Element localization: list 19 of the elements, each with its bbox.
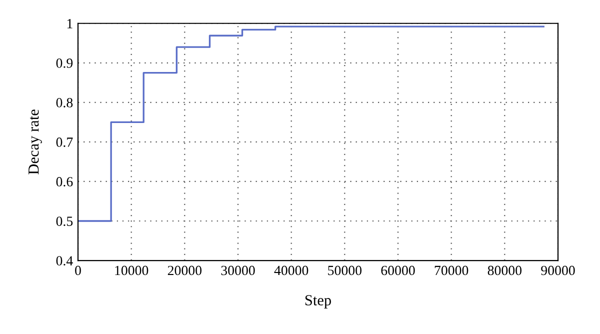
- x-axis-title: Step: [305, 295, 331, 308]
- x-tick-label: 20000: [168, 266, 202, 276]
- x-tick-label: 70000: [434, 266, 468, 276]
- y-tick-label: 0.6: [56, 177, 73, 186]
- x-tick-label: 40000: [274, 266, 308, 276]
- y-tick-label: 0.9: [56, 58, 73, 68]
- y-axis-title: Decay rate: [28, 110, 42, 174]
- y-tick-label: 0.7: [56, 138, 73, 147]
- x-tick-label: 10000: [115, 266, 148, 276]
- x-tick-label: 0: [75, 266, 81, 276]
- y-tick-label: 0.4: [56, 256, 73, 266]
- x-tick-label: 30000: [221, 266, 255, 276]
- x-tick-label: 50000: [328, 266, 362, 276]
- y-tick-label: 0.5: [56, 216, 73, 226]
- y-tick-label: 0.8: [56, 98, 73, 108]
- y-tick-label: 1: [67, 19, 72, 28]
- x-tick-label: 60000: [381, 266, 415, 276]
- x-tick-label: 80000: [488, 266, 522, 276]
- x-tick-label: 90000: [541, 266, 575, 276]
